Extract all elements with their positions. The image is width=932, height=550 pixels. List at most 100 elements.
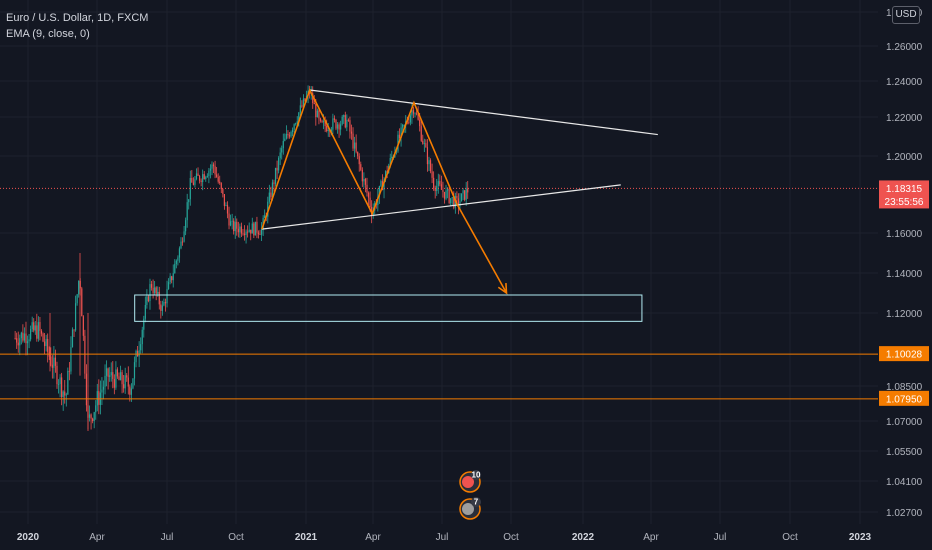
level-price-tag bbox=[879, 390, 929, 406]
candle-body bbox=[358, 156, 360, 165]
candle-body bbox=[398, 134, 401, 139]
candle-body bbox=[42, 333, 44, 342]
candle-body bbox=[400, 127, 402, 139]
price-tick-label: 1.08500 bbox=[886, 382, 923, 393]
candle-body bbox=[467, 188, 469, 193]
candle-body bbox=[341, 116, 343, 125]
event-badges[interactable]: 10 7 bbox=[459, 470, 481, 520]
candle-body bbox=[409, 115, 411, 123]
wave-path-line[interactable] bbox=[261, 87, 508, 294]
candle-body bbox=[31, 322, 33, 330]
candle-body bbox=[322, 121, 325, 123]
candle-body bbox=[231, 220, 233, 222]
candle-body bbox=[57, 384, 60, 385]
event-badge[interactable]: 10 bbox=[459, 470, 481, 493]
candle-body bbox=[335, 119, 337, 129]
candle-body bbox=[324, 121, 326, 127]
candle-body bbox=[180, 241, 182, 249]
time-tick-label: Oct bbox=[503, 532, 519, 543]
candle-body bbox=[183, 231, 185, 242]
candle-body bbox=[464, 190, 466, 200]
candle-body bbox=[367, 192, 370, 198]
candle-body bbox=[169, 276, 171, 283]
target-zone-rectangle[interactable] bbox=[134, 294, 643, 322]
price-tick-label: 1.16000 bbox=[886, 229, 923, 240]
event-badge[interactable]: 7 bbox=[459, 497, 481, 520]
candle-body bbox=[319, 118, 322, 121]
indicator-label[interactable]: EMA (9, close, 0) bbox=[6, 28, 90, 40]
candle-body bbox=[240, 226, 243, 234]
candle-body bbox=[26, 341, 29, 344]
candle-body bbox=[143, 318, 145, 330]
candle-body bbox=[192, 182, 194, 185]
candle-body bbox=[186, 202, 188, 221]
candle-body bbox=[242, 233, 244, 235]
candle-body bbox=[360, 164, 362, 170]
candle-body bbox=[285, 133, 287, 139]
candle-body bbox=[428, 160, 430, 165]
candle-body bbox=[109, 375, 111, 377]
candle-body bbox=[191, 177, 193, 183]
candle-body bbox=[459, 201, 461, 206]
candle-body bbox=[299, 105, 301, 113]
candle-body bbox=[185, 220, 187, 232]
candle-body bbox=[312, 93, 314, 104]
candle-body bbox=[71, 329, 74, 348]
candle-body bbox=[206, 176, 208, 177]
candle-body bbox=[220, 183, 222, 190]
symbol-title[interactable]: Euro / U.S. Dollar, 1D, FXCM bbox=[6, 12, 149, 24]
candle-body bbox=[98, 391, 100, 405]
triangle-lower-trendline[interactable] bbox=[261, 184, 621, 230]
candle-body bbox=[315, 104, 317, 118]
candle-body bbox=[178, 248, 181, 258]
candle-body bbox=[336, 124, 339, 129]
candle-body bbox=[343, 115, 345, 117]
candle-body bbox=[332, 118, 334, 130]
price-tick-label: 1.12000 bbox=[886, 309, 923, 320]
candle-body bbox=[61, 377, 63, 398]
candle-body bbox=[338, 124, 340, 130]
candle-body bbox=[411, 110, 413, 116]
candle-body bbox=[37, 322, 39, 339]
candle-body bbox=[326, 126, 328, 132]
time-axis[interactable]: 2020 Apr Jul Oct 2021 Apr Jul Oct 2022 Apr Jul Oct 2… bbox=[17, 532, 872, 543]
candle-body bbox=[14, 338, 16, 339]
candle-body bbox=[155, 287, 157, 294]
candle-body bbox=[64, 391, 66, 396]
candle-body bbox=[59, 377, 61, 385]
candle-body bbox=[126, 375, 128, 378]
level-price-tag bbox=[879, 346, 929, 362]
candle-body bbox=[209, 168, 212, 171]
candle-body bbox=[254, 221, 256, 236]
currency-button[interactable]: USD bbox=[892, 6, 920, 24]
candle-body bbox=[353, 142, 356, 149]
candle-body bbox=[216, 174, 218, 177]
price-tick-label: 1.20000 bbox=[886, 152, 923, 163]
price-axis[interactable]: 1.280001.260001.240001.220001.200001.160… bbox=[886, 8, 923, 519]
candle-body bbox=[17, 342, 19, 346]
candle-body bbox=[234, 221, 236, 232]
candle-body bbox=[243, 233, 246, 236]
candle-body bbox=[141, 329, 143, 345]
candle-body bbox=[198, 175, 201, 181]
candle-body bbox=[112, 372, 114, 379]
candle-body bbox=[267, 201, 269, 217]
candle-body bbox=[121, 372, 123, 385]
candle-body bbox=[152, 287, 154, 293]
candle-body bbox=[102, 386, 105, 390]
candle-body bbox=[296, 121, 298, 124]
candle-body bbox=[412, 110, 415, 114]
candle-body bbox=[135, 350, 137, 363]
candle-body bbox=[414, 113, 416, 115]
candle-body bbox=[378, 185, 380, 197]
chart-drawings[interactable] bbox=[134, 87, 658, 322]
candle-body bbox=[123, 384, 125, 389]
candle-body bbox=[391, 156, 393, 159]
candle-body bbox=[22, 332, 24, 341]
candle-body bbox=[346, 119, 348, 128]
candle-body bbox=[54, 357, 57, 366]
candle-body bbox=[257, 232, 260, 235]
triangle-upper-trendline[interactable] bbox=[309, 89, 658, 136]
candle-body bbox=[250, 229, 252, 234]
